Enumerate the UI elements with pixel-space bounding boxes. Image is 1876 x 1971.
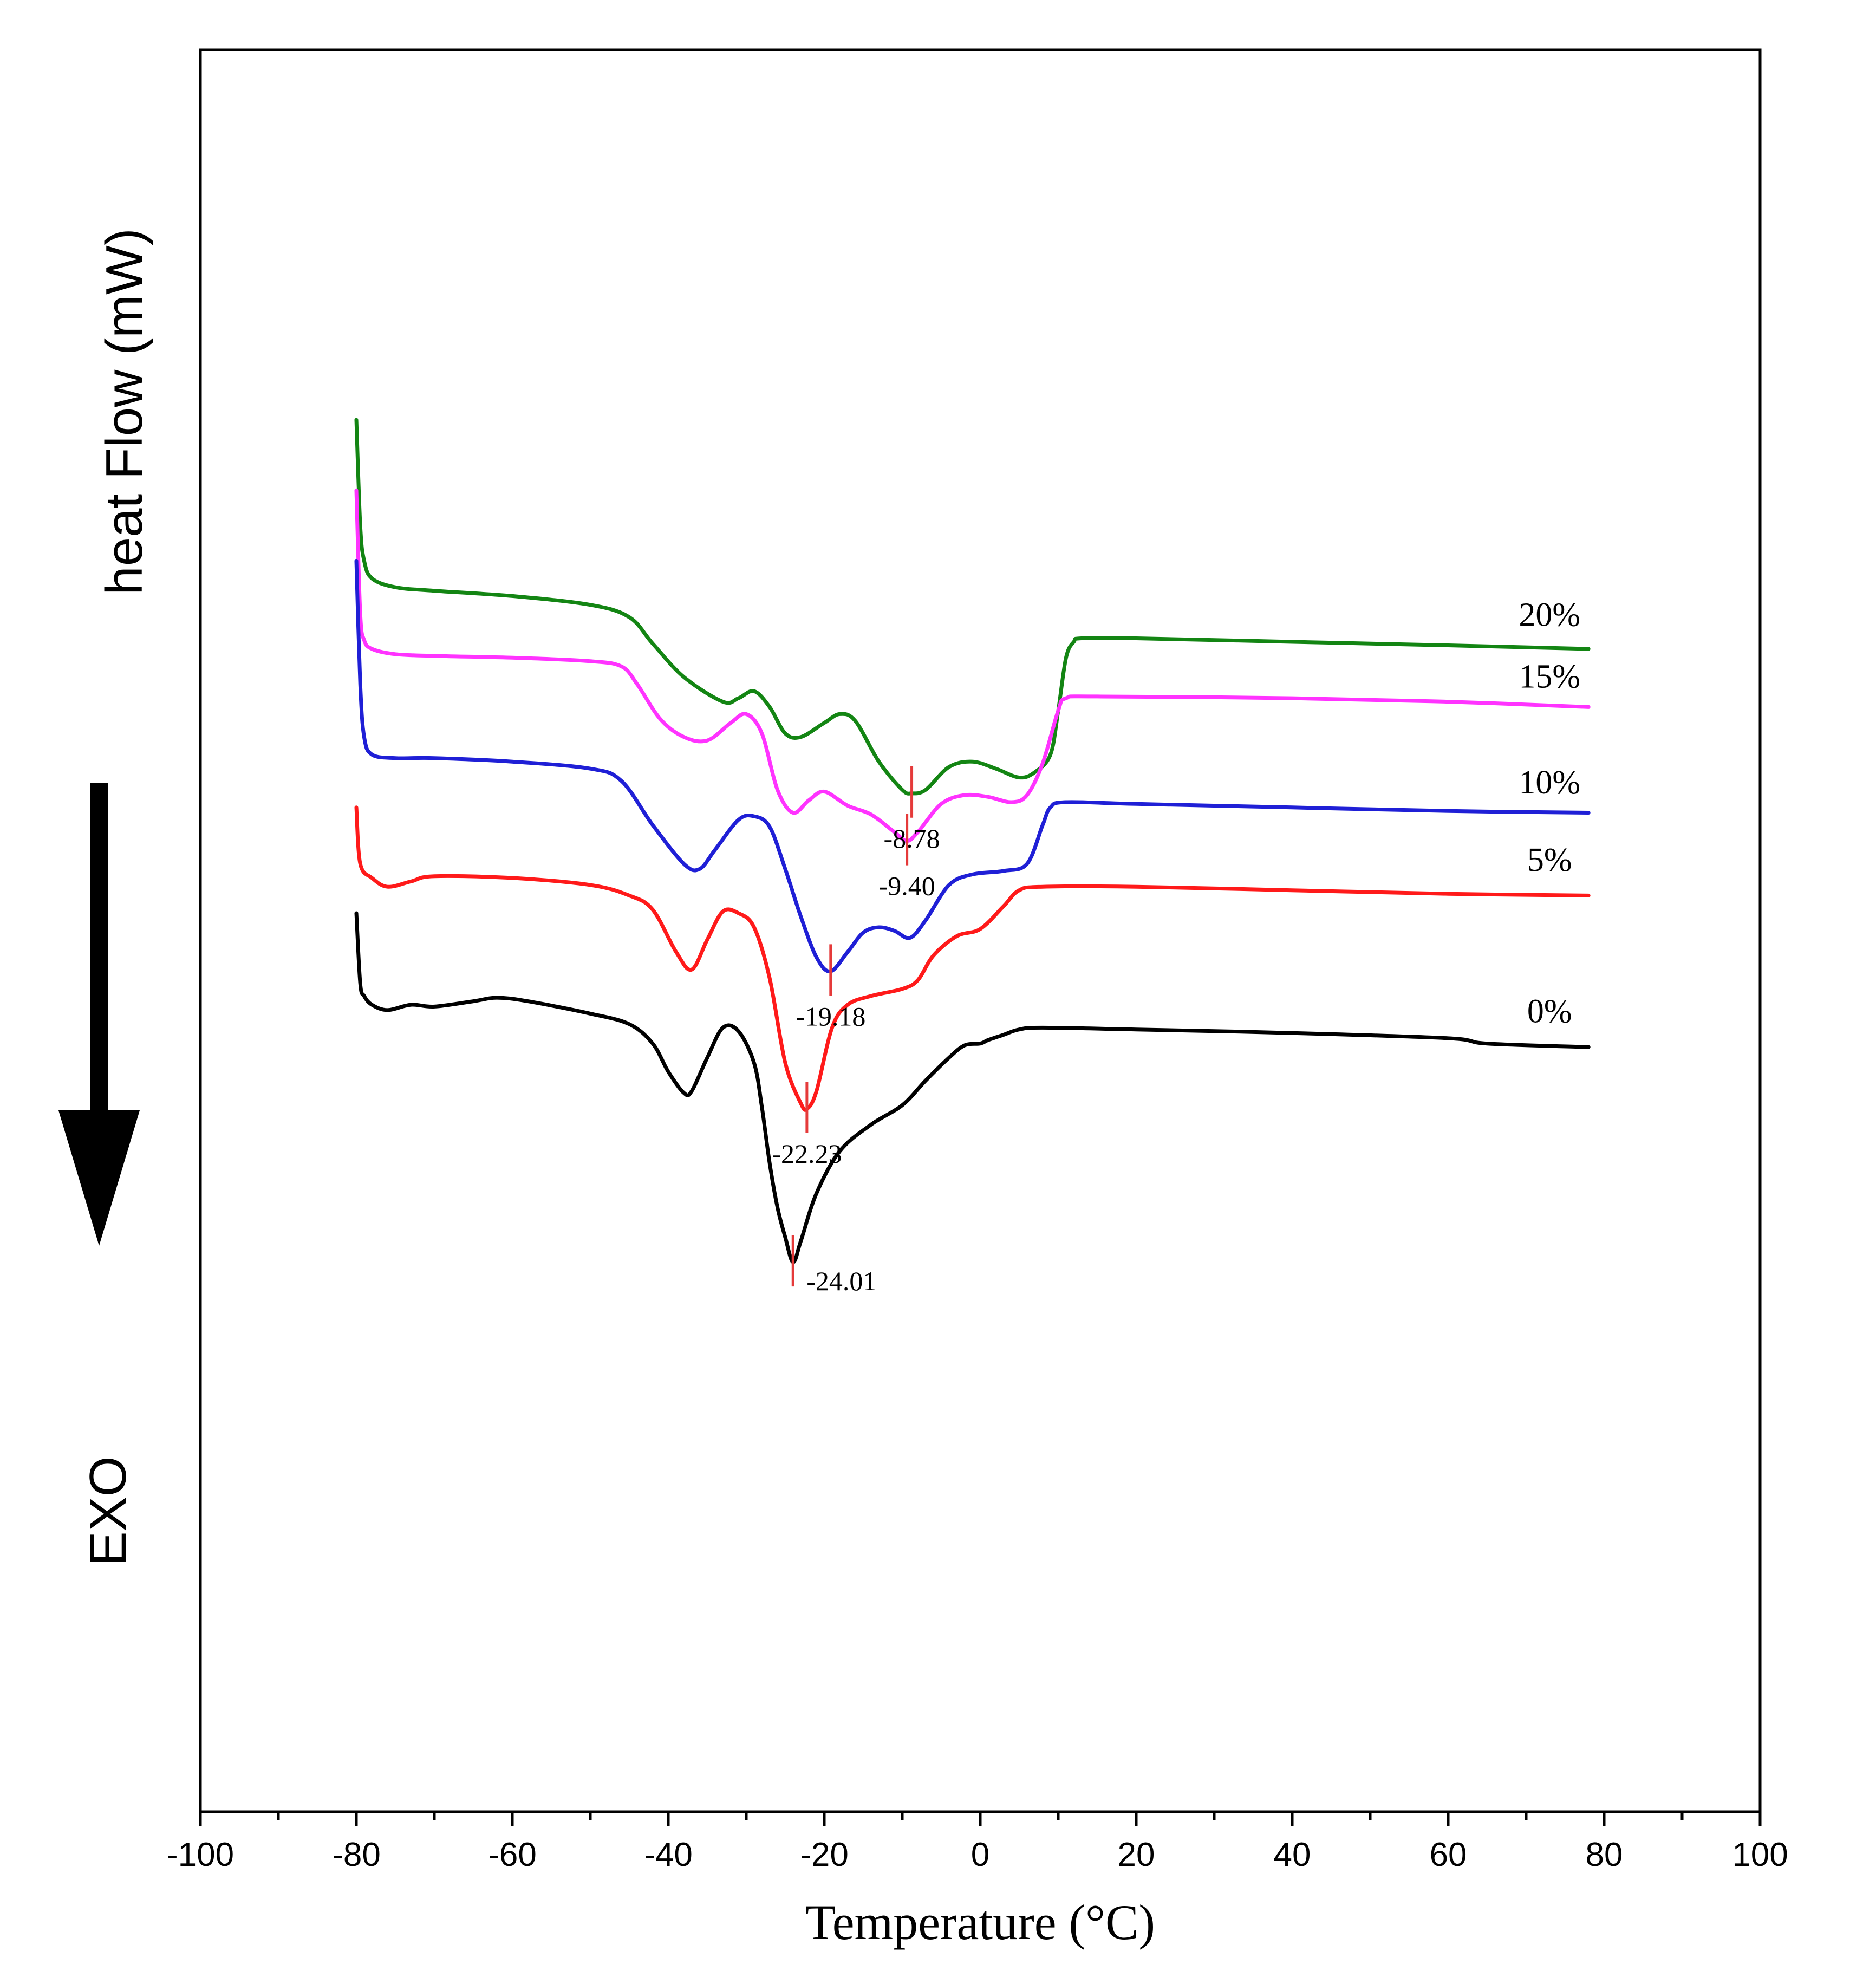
x-tick-label--40: -40 bbox=[644, 1836, 693, 1874]
x-tick-label--100: -100 bbox=[167, 1836, 234, 1874]
peak-label-0pct: -24.01 bbox=[806, 1266, 876, 1296]
exo-arrow-head bbox=[58, 1110, 140, 1246]
x-tick-label-80: 80 bbox=[1586, 1836, 1623, 1874]
x-tick-label-100: 100 bbox=[1732, 1836, 1788, 1874]
series-line-0pct bbox=[354, 911, 1591, 1264]
series-label-10pct: 10% bbox=[1519, 764, 1580, 801]
series-label-0pct: 0% bbox=[1527, 993, 1572, 1030]
series-line-20pct bbox=[354, 418, 1591, 796]
exo-label: EXO bbox=[79, 1456, 137, 1566]
series-line-5pct bbox=[354, 805, 1591, 1112]
series-label-5pct: 5% bbox=[1527, 842, 1572, 879]
series-labels: 20% 15% 10% 5% 0% bbox=[1519, 597, 1580, 1030]
x-tick-label-60: 60 bbox=[1430, 1836, 1467, 1874]
x-axis-label: Temperature (°C) bbox=[805, 1895, 1155, 1950]
exo-arrow-shaft bbox=[90, 783, 108, 1162]
x-tick-label-20: 20 bbox=[1118, 1836, 1155, 1874]
x-tick-label--20: -20 bbox=[800, 1836, 849, 1874]
peak-markers: -8.78 -9.40 -19.18 -22.23 -24.01 bbox=[772, 766, 940, 1296]
peak-label-5pct: -22.23 bbox=[772, 1139, 842, 1169]
peak-label-10pct: -19.18 bbox=[796, 1001, 865, 1031]
x-axis-tick-labels: -100 -80 -60 -40 -20 0 20 40 60 80 100 bbox=[167, 1836, 1788, 1874]
y-axis-label: heat Flow (mW) bbox=[95, 228, 153, 595]
exo-arrow-icon bbox=[58, 783, 140, 1246]
x-tick-label-40: 40 bbox=[1274, 1836, 1311, 1874]
x-axis-ticks bbox=[199, 1812, 1762, 1826]
peak-label-20pct: -8.78 bbox=[883, 823, 940, 854]
series-line-15pct bbox=[354, 488, 1591, 843]
peak-label-15pct: -9.40 bbox=[879, 871, 935, 901]
series-label-15pct: 15% bbox=[1519, 659, 1580, 695]
series-line-10pct bbox=[354, 558, 1591, 973]
series-lines bbox=[354, 418, 1591, 1264]
x-tick-label-0: 0 bbox=[971, 1836, 989, 1874]
x-tick-label--80: -80 bbox=[332, 1836, 381, 1874]
series-label-20pct: 20% bbox=[1519, 597, 1580, 634]
x-tick-label--60: -60 bbox=[488, 1836, 537, 1874]
